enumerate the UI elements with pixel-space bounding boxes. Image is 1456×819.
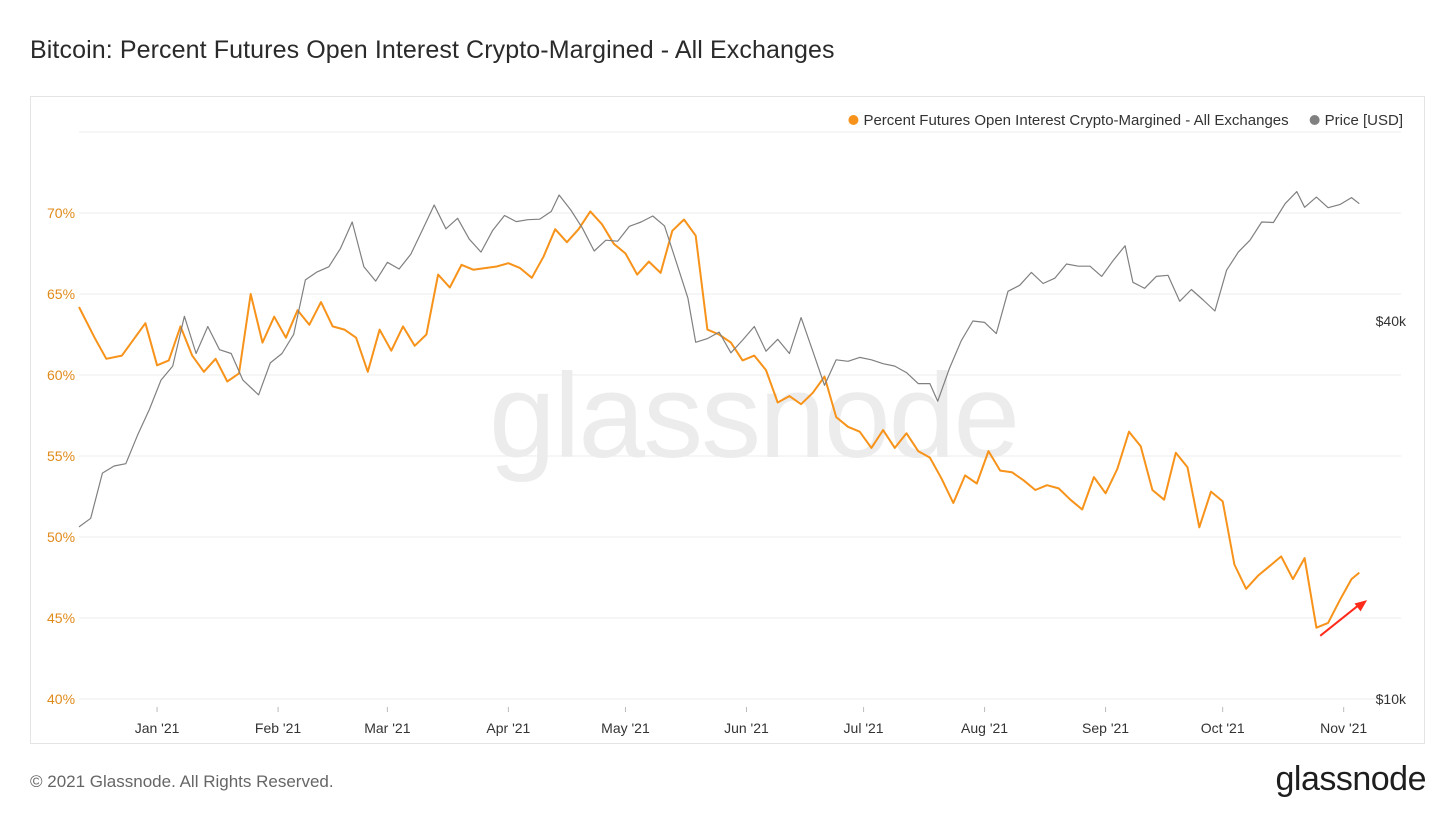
grid-layer: [79, 131, 1401, 700]
x-axis-tick-label: Aug '21: [961, 720, 1008, 736]
chart-title: Bitcoin: Percent Futures Open Interest C…: [30, 36, 835, 64]
chart-panel: glassnode 40% 45% 50% 55% 60% 65% 70% $10k $40k J…: [30, 96, 1425, 744]
left-axis-tick-label: 40%: [47, 691, 75, 707]
price-series-line: [78, 190, 1360, 528]
left-axis-tick-label: 55%: [47, 448, 75, 464]
x-axis-tick-label: Oct '21: [1201, 720, 1245, 736]
legend-label: Price [USD]: [1325, 112, 1403, 129]
x-axis-tick-label: Jul '21: [844, 720, 884, 736]
percent-oi-series-line: [78, 210, 1360, 629]
annotation-layer: [1319, 600, 1368, 637]
left-axis-tick-label: 65%: [47, 286, 75, 302]
x-axis-tick-label: Apr '21: [486, 720, 530, 736]
x-axis-tick-label: May '21: [601, 720, 650, 736]
legend-marker: [1309, 115, 1320, 125]
left-axis-tick-label: 45%: [47, 610, 75, 626]
trend-arrow-head: [1354, 600, 1368, 612]
left-axis-tick-label: 50%: [47, 529, 75, 545]
trend-arrow-shaft: [1319, 602, 1362, 637]
left-axis-tick-label: 60%: [47, 367, 75, 383]
left-axis-tick-label: 70%: [47, 205, 75, 221]
x-axis-tick-label: Jan '21: [135, 720, 180, 736]
legend[interactable]: Price [USD] Percent Futures Open Interest…: [848, 112, 1403, 129]
axis-layer: 40% 45% 50% 55% 60% 65% 70% $10k $40k Jan '21 Feb …: [47, 205, 1407, 736]
legend-marker: [848, 115, 859, 125]
x-axis-tick-label: Jun '21: [724, 720, 769, 736]
x-axis-tick-label: Nov '21: [1320, 720, 1367, 736]
legend-label: Percent Futures Open Interest Crypto-Mar…: [863, 112, 1288, 129]
x-axis-tick-label: Feb '21: [255, 720, 301, 736]
right-axis-tick-label: $40k: [1376, 313, 1407, 329]
series-layer: [78, 190, 1360, 629]
x-axis-tick-label: Sep '21: [1082, 720, 1129, 736]
footer-copyright: © 2021 Glassnode. All Rights Reserved.: [30, 772, 334, 791]
right-axis-tick-label: $10k: [1376, 691, 1407, 707]
x-axis-tick-label: Mar '21: [364, 720, 410, 736]
glassnode-logo[interactable]: glassnode: [1275, 760, 1426, 798]
chart-svg: 40% 45% 50% 55% 60% 65% 70% $10k $40k Jan '21 Feb …: [47, 112, 1407, 736]
